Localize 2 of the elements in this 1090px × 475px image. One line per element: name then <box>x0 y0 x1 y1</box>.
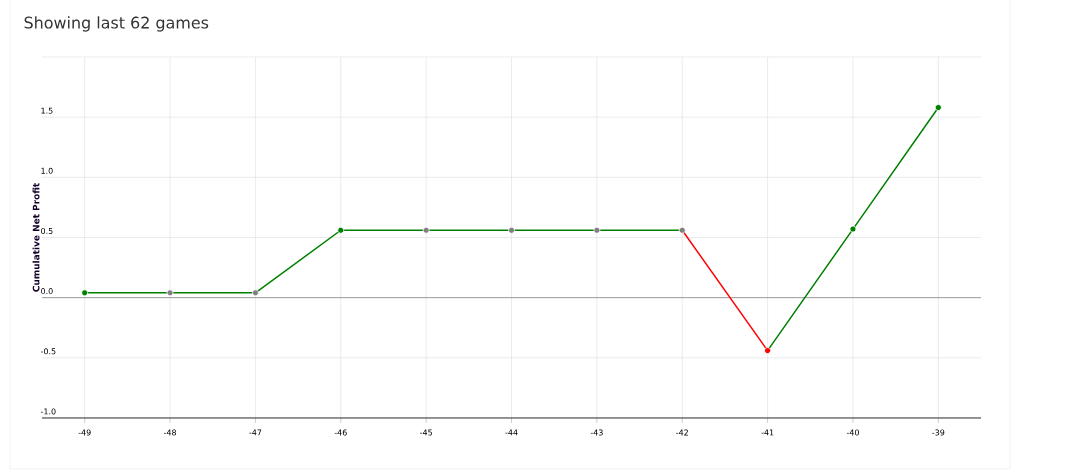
y-axis-title: Cumulative Net Profit <box>32 183 40 292</box>
chart-title: Showing last 62 games <box>24 16 209 32</box>
